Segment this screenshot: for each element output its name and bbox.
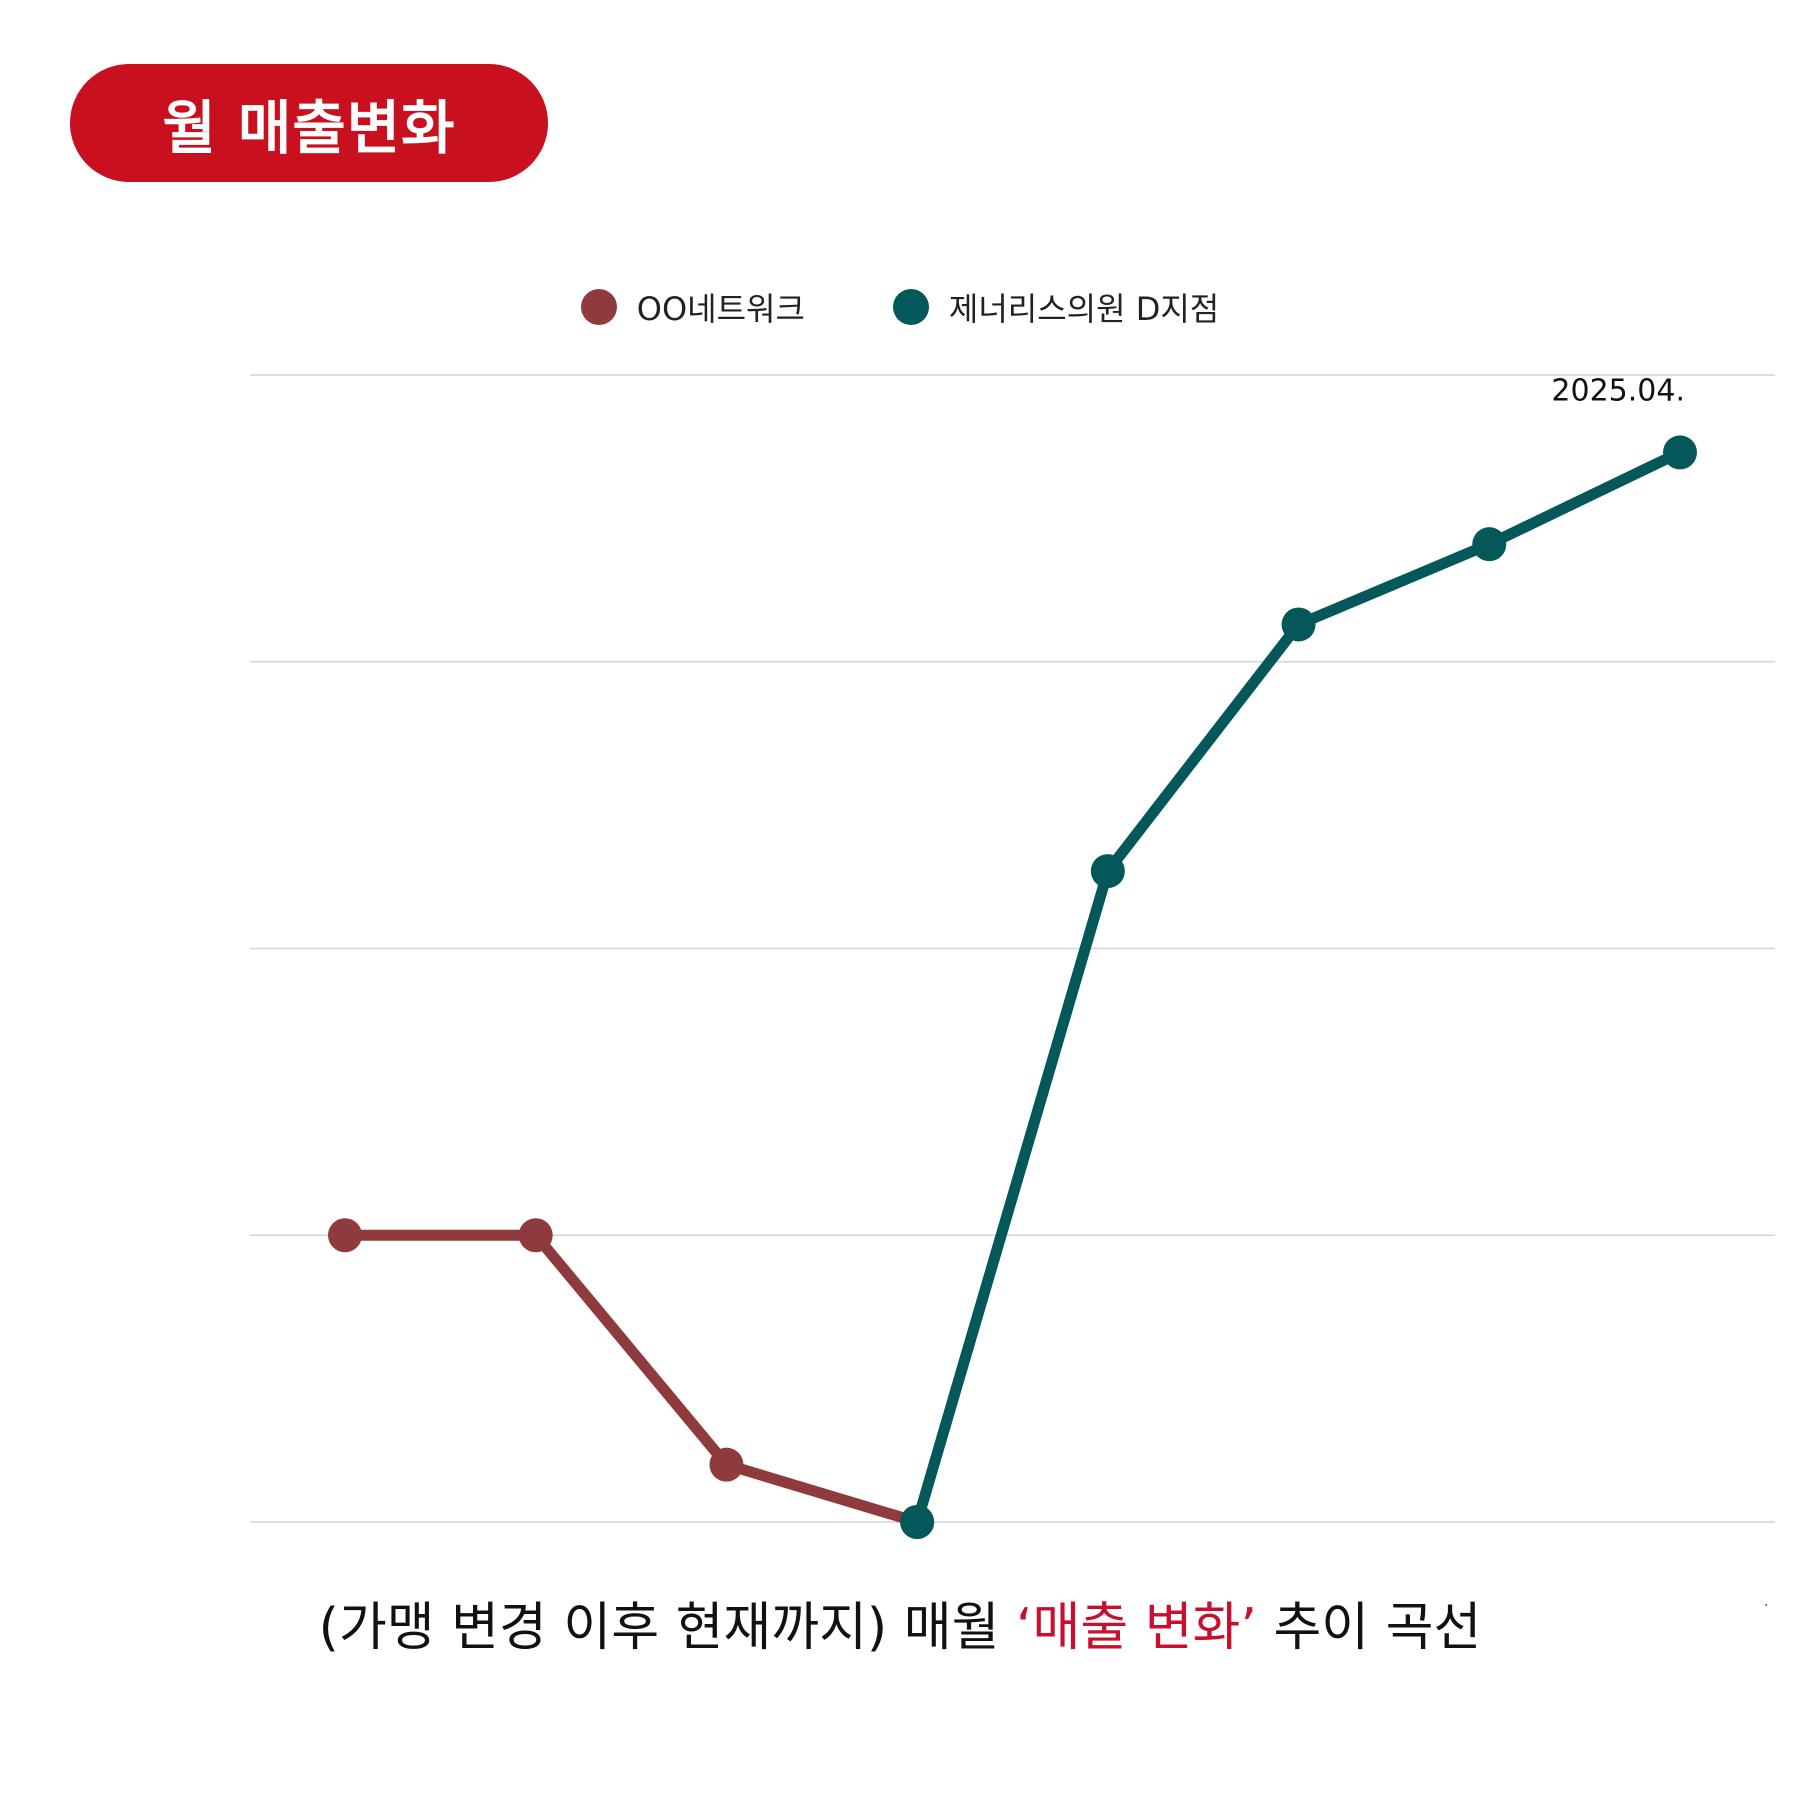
legend: OO네트워크 제너리스의원 D지점 [0,284,1800,330]
data-point-series-1 [709,1447,744,1482]
data-point-series-2 [1472,527,1507,562]
footnote-mark: . [1764,1594,1769,1610]
series-line-1 [339,1229,923,1528]
data-point-series-2 [1663,435,1697,470]
data-point-series-1 [328,1218,362,1253]
legend-marker-d-branch [892,289,929,325]
data-point-series-2 [1090,854,1125,889]
caption-highlight: ‘매출 변화’ [1015,1598,1257,1658]
caption-text: (가맹 변경 이후 현재까지) 매월 [318,1598,1016,1658]
data-point-series-1 [518,1218,553,1253]
legend-label-d-branch: 제너리스의원 D지점 [948,290,1220,328]
legend-item-d-branch: 제너리스의원 D지점 [892,284,1220,330]
legend-label-oo-network: OO네트워크 [636,290,805,328]
legend-item-oo-network: OO네트워크 [580,284,805,330]
data-point-series-2 [900,1505,935,1539]
data-point-series-2 [1281,607,1316,642]
date-annotation: 2025.04. [1551,373,1685,408]
chart-title: 월 매출변화 [70,64,548,182]
legend-marker-oo-network [580,289,617,325]
caption-suffix: 추이 곡선 [1256,1598,1482,1658]
chart-caption: (가맹 변경 이후 현재까지) 매월 ‘매출 변화’ 추이 곡선 [0,1585,1800,1660]
